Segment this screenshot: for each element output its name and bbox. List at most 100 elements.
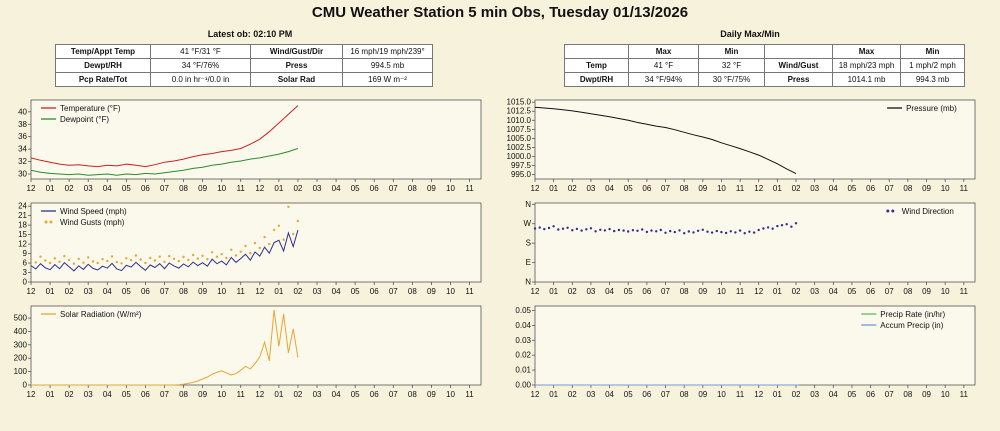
svg-text:04: 04 [829, 184, 838, 193]
svg-text:05: 05 [351, 390, 360, 399]
svg-text:08: 08 [179, 184, 188, 193]
svg-text:08: 08 [408, 390, 417, 399]
svg-text:07: 07 [160, 184, 169, 193]
svg-text:02: 02 [65, 287, 74, 296]
svg-text:Precip Rate (in/hr): Precip Rate (in/hr) [880, 310, 945, 319]
svg-text:10: 10 [941, 287, 950, 296]
table-label-cell: Dwpt/RH [564, 72, 629, 87]
svg-text:01: 01 [46, 184, 55, 193]
summary-tables: Temp/Appt Temp 41 °F/31 °F Wind/Gust/Dir… [0, 39, 1000, 87]
table-header-row: Max Min Max Min [564, 44, 965, 59]
svg-text:09: 09 [198, 184, 207, 193]
svg-text:0.02: 0.02 [515, 351, 531, 360]
latest-obs-table: Temp/Appt Temp 41 °F/31 °F Wind/Gust/Dir… [55, 44, 433, 87]
svg-text:1002.5: 1002.5 [507, 143, 532, 152]
svg-text:06: 06 [866, 184, 875, 193]
table-label-cell: Wind/Gust/Dir [250, 44, 343, 59]
svg-text:04: 04 [332, 287, 341, 296]
svg-text:08: 08 [680, 287, 689, 296]
svg-text:11: 11 [960, 390, 969, 399]
svg-text:04: 04 [103, 287, 112, 296]
svg-text:03: 03 [313, 390, 322, 399]
svg-text:100: 100 [14, 367, 28, 376]
svg-text:08: 08 [903, 287, 912, 296]
svg-text:06: 06 [141, 287, 150, 296]
svg-text:02: 02 [568, 390, 577, 399]
svg-text:01: 01 [46, 390, 55, 399]
pressure-chart: 12 01 02 03 04 05 06 07 08 09 10 11 12 01 02 03 04 05 06 07… [507, 98, 976, 193]
table-header-cell: Max [628, 44, 699, 59]
svg-text:01: 01 [773, 184, 782, 193]
svg-text:07: 07 [160, 287, 169, 296]
table-value-cell: 34 °F/94% [628, 72, 699, 87]
svg-text:21: 21 [18, 211, 27, 220]
svg-text:995.0: 995.0 [511, 170, 532, 179]
svg-text:997.5: 997.5 [511, 161, 532, 170]
svg-text:07: 07 [661, 287, 670, 296]
page-title: CMU Weather Station 5 min Obs, Tuesday 0… [311, 4, 689, 21]
table-value-cell: 18 mph/23 mph [832, 58, 901, 73]
svg-text:11: 11 [237, 184, 246, 193]
table-value-cell: 41 °F [628, 58, 699, 73]
svg-text:06: 06 [642, 184, 651, 193]
svg-text:12: 12 [531, 390, 540, 399]
svg-text:09: 09 [198, 287, 207, 296]
svg-text:06: 06 [141, 390, 150, 399]
svg-text:24: 24 [18, 202, 27, 211]
svg-text:03: 03 [313, 287, 322, 296]
table-label-cell: Wind/Gust [764, 58, 833, 73]
svg-text:05: 05 [847, 390, 856, 399]
svg-text:09: 09 [427, 184, 436, 193]
table-label-cell: Press [250, 58, 343, 73]
latest-ob-heading: Latest ob: 02:10 PM [207, 29, 293, 39]
svg-text:10: 10 [446, 287, 455, 296]
svg-text:10: 10 [446, 184, 455, 193]
svg-text:12: 12 [531, 287, 540, 296]
weather-dashboard: CMU Weather Station 5 min Obs, Tuesday 0… [0, 4, 1000, 402]
svg-text:12: 12 [754, 390, 763, 399]
table-row: Dwpt/RH 34 °F/94% 30 °F/75% Press 1014.1… [564, 72, 965, 87]
svg-text:08: 08 [680, 390, 689, 399]
svg-text:08: 08 [408, 287, 417, 296]
svg-text:10: 10 [217, 184, 226, 193]
svg-text:09: 09 [698, 287, 707, 296]
svg-text:06: 06 [141, 184, 150, 193]
svg-text:12: 12 [18, 240, 27, 249]
svg-text:0.03: 0.03 [515, 336, 531, 345]
svg-text:06: 06 [866, 287, 875, 296]
svg-text:08: 08 [179, 287, 188, 296]
svg-text:09: 09 [198, 390, 207, 399]
svg-text:06: 06 [642, 287, 651, 296]
svg-text:11: 11 [736, 184, 745, 193]
svg-text:38: 38 [18, 120, 27, 129]
wind-direction-chart: 12 01 02 03 04 05 06 07 08 09 10 11 12 01 02 03 04 05 06 07… [523, 200, 976, 296]
svg-text:01: 01 [773, 287, 782, 296]
svg-text:Accum Precip (in): Accum Precip (in) [880, 321, 943, 330]
wind-speed-gust-chart: 12 01 02 03 04 05 06 07 08 09 10 11 12 01 02 03 04 05 06 07… [18, 202, 482, 296]
svg-text:03: 03 [84, 390, 93, 399]
svg-text:08: 08 [903, 390, 912, 399]
svg-text:05: 05 [624, 287, 633, 296]
svg-text:03: 03 [84, 184, 93, 193]
svg-text:02: 02 [792, 184, 801, 193]
svg-text:03: 03 [84, 287, 93, 296]
svg-text:12: 12 [531, 184, 540, 193]
table-label-cell: Pcp Rate/Tot [55, 72, 151, 87]
svg-text:W: W [523, 219, 531, 228]
svg-text:200: 200 [14, 354, 28, 363]
svg-text:01: 01 [274, 390, 283, 399]
svg-text:11: 11 [465, 390, 474, 399]
svg-text:09: 09 [922, 390, 931, 399]
table-value-cell: 1014.1 mb [832, 72, 901, 87]
svg-text:04: 04 [103, 184, 112, 193]
charts-left-column: 12 01 02 03 04 05 06 07 08 09 10 11 12 01 02 03 04 05 06 07… [5, 95, 489, 402]
svg-text:07: 07 [389, 184, 398, 193]
svg-text:03: 03 [586, 287, 595, 296]
svg-text:10: 10 [941, 390, 950, 399]
svg-text:05: 05 [847, 287, 856, 296]
svg-text:18: 18 [18, 221, 27, 230]
table-label-cell: Press [764, 72, 833, 87]
svg-text:08: 08 [408, 184, 417, 193]
svg-text:07: 07 [885, 390, 894, 399]
svg-text:01: 01 [773, 390, 782, 399]
